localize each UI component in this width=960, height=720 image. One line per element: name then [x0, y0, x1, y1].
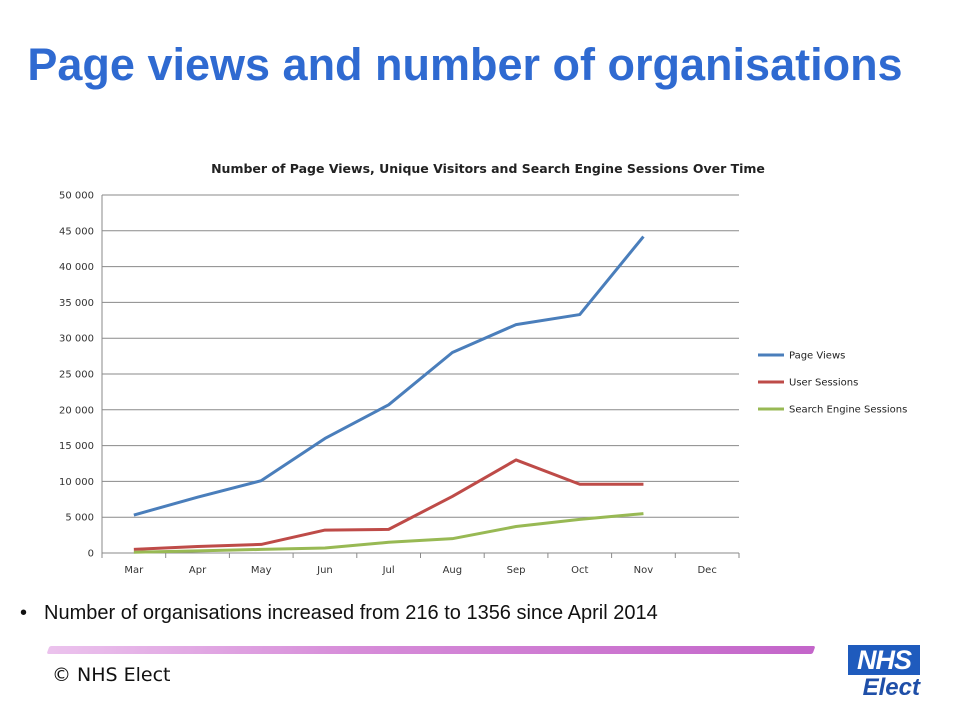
x-tick-label: Dec [697, 565, 716, 576]
copyright-text: © NHS Elect [52, 664, 171, 686]
line-chart: Number of Page Views, Unique Visitors an… [40, 155, 940, 585]
slide-title: Page views and number of organisations [27, 39, 903, 90]
chart-title: Number of Page Views, Unique Visitors an… [211, 161, 765, 176]
y-tick-label: 5 000 [65, 513, 94, 524]
series-line-page-views [133, 235, 645, 517]
chart-svg: Number of Page Views, Unique Visitors an… [59, 161, 907, 576]
x-tick-label: Jul [382, 565, 395, 576]
legend-label: Page Views [789, 351, 845, 362]
x-tick-label: Mar [124, 565, 144, 576]
series-lines [133, 235, 645, 554]
y-tick-label: 15 000 [59, 441, 94, 452]
x-tick-label: May [251, 565, 272, 576]
x-tick-label: Apr [189, 565, 207, 576]
x-tick-label: Oct [571, 565, 588, 576]
y-tick-label: 10 000 [59, 477, 94, 488]
y-tick-label: 0 [88, 549, 94, 560]
y-tick-label: 50 000 [59, 191, 94, 202]
gridlines [102, 194, 739, 554]
legend-label: Search Engine Sessions [789, 405, 907, 416]
legend: Page Views User Sessions Search Engine Ses… [758, 351, 907, 416]
series-line-user-sessions [133, 458, 644, 551]
y-tick-label: 40 000 [59, 262, 94, 273]
nhs-elect-logo: NHS Elect [844, 645, 920, 701]
y-tick-label: 35 000 [59, 298, 94, 309]
y-tick-label: 25 000 [59, 370, 94, 381]
logo-elect-word: Elect [862, 674, 920, 701]
x-tick-label: Nov [634, 565, 654, 576]
y-tick-label: 20 000 [59, 405, 94, 416]
x-tick-label: Jun [316, 565, 333, 576]
bullet-point: • Number of organisations increased from … [20, 602, 658, 625]
axes: 0 5 000 10 000 15 000 20 000 25 000 30 000 35 0… [59, 191, 740, 576]
legend-label: User Sessions [789, 378, 858, 389]
x-tick-label: Sep [507, 565, 526, 576]
bullet-icon: • [20, 602, 28, 624]
footer-stripe [46, 646, 816, 654]
y-tick-label: 30 000 [59, 334, 94, 345]
y-tick-label: 45 000 [59, 226, 94, 237]
logo-nhs-box: NHS [848, 645, 920, 675]
series-line-search-engine-sessions [133, 512, 644, 554]
bullet-text: Number of organisations increased from 2… [44, 602, 658, 624]
x-tick-label: Aug [443, 565, 463, 576]
